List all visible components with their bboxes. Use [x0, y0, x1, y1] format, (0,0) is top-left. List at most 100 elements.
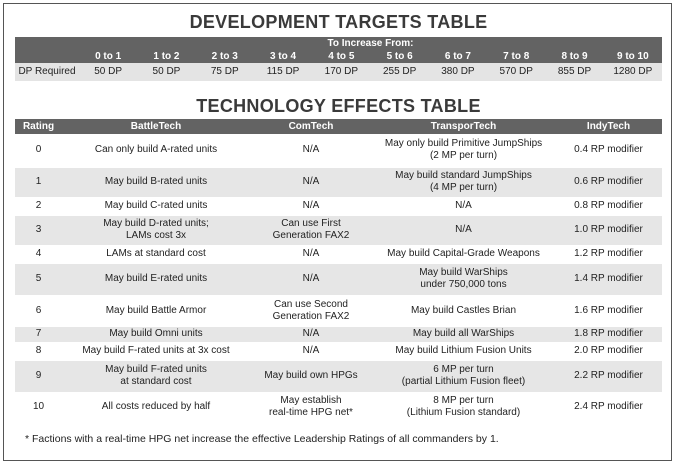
tech-cell: 4	[15, 245, 62, 264]
tech-cell: 2.4 RP modifier	[555, 392, 662, 423]
tech-row: 3 May build D-rated units; LAMs cost 3x Ca…	[15, 215, 662, 246]
dev-column: 3 to 4	[253, 50, 313, 63]
tech-cell: May build B-rated units	[62, 167, 250, 198]
tech-cell: 8 MP per turn (Lithium Fusion standard)	[372, 392, 555, 423]
tech-table: Rating BattleTech ComTech TransporTech IndyT…	[15, 119, 662, 423]
tech-cell: May build F-rated units at 3x cost	[62, 342, 250, 361]
tech-cell: May build Battle Armor	[62, 295, 250, 327]
tech-row: 9 May build F-rated units at standard cos…	[15, 360, 662, 393]
tech-cell: 0.4 RP modifier	[555, 134, 662, 168]
dev-cell: 570 DP	[487, 63, 546, 81]
dev-cell: 75 DP	[195, 63, 254, 81]
tech-cell: N/A	[372, 197, 555, 216]
tech-column: ComTech	[250, 119, 372, 134]
tech-cell: May establish real-time HPG net*	[250, 392, 372, 423]
tech-cell: 9	[15, 360, 62, 393]
tech-header: Rating BattleTech ComTech TransporTech IndyT…	[15, 119, 662, 134]
tech-cell: N/A	[250, 134, 372, 168]
dev-corner	[15, 50, 79, 63]
tech-cell: 0.8 RP modifier	[555, 197, 662, 216]
dev-cell: 255 DP	[370, 63, 429, 81]
tech-row: 2 May build C-rated units N/A N/A 0.8 RP mod…	[15, 197, 662, 216]
tech-cell: N/A	[250, 167, 372, 198]
tech-cell: N/A	[250, 263, 372, 296]
tech-cell: 3	[15, 215, 62, 246]
tech-cell: 1.2 RP modifier	[555, 245, 662, 264]
dev-cell: 170 DP	[312, 63, 371, 81]
tech-cell: LAMs at standard cost	[62, 245, 250, 264]
tech-row: 1 May build B-rated units N/A May build sta…	[15, 167, 662, 198]
page-frame	[3, 3, 672, 461]
tech-cell: 1	[15, 167, 62, 198]
dev-cell: 50 DP	[137, 63, 196, 81]
dev-cell: 115 DP	[253, 63, 313, 81]
dev-column: 4 to 5	[312, 50, 371, 63]
dev-cell: 855 DP	[545, 63, 604, 81]
tech-cell: N/A	[250, 326, 372, 343]
tech-cell: 0.6 RP modifier	[555, 167, 662, 198]
tech-column: Rating	[15, 119, 62, 134]
tech-cell: May build WarShips under 750,000 tons	[372, 263, 555, 296]
dev-cell: 380 DP	[428, 63, 488, 81]
dev-header: To Increase From:	[79, 37, 662, 50]
tech-cell: 2.0 RP modifier	[555, 342, 662, 361]
dev-title: DEVELOPMENT TARGETS TABLE	[189, 12, 488, 32]
dev-column: 8 to 9	[545, 50, 604, 63]
tech-cell: N/A	[250, 342, 372, 361]
tech-cell: May build D-rated units; LAMs cost 3x	[62, 215, 250, 246]
dev-row-label: DP Required	[15, 63, 79, 81]
tech-cell: May build C-rated units	[62, 197, 250, 216]
tech-cell: 6	[15, 295, 62, 327]
tech-cell: May build E-rated units	[62, 263, 250, 296]
tech-cell: 1.6 RP modifier	[555, 295, 662, 327]
tech-cell: N/A	[372, 215, 555, 246]
dev-row: DP Required 50 DP 50 DP 75 DP 115 DP 170 DP 25…	[15, 63, 662, 81]
tech-cell: May build Castles Brian	[372, 295, 555, 327]
tech-cell: 2	[15, 197, 62, 216]
dev-column: 7 to 8	[487, 50, 546, 63]
tech-cell: May build standard JumpShips (4 MP per t…	[372, 167, 555, 198]
tech-cell: 0	[15, 134, 62, 168]
dev-cell: 50 DP	[79, 63, 138, 81]
tech-column: BattleTech	[62, 119, 250, 134]
tech-cell: 1.8 RP modifier	[555, 326, 662, 343]
dev-column: 1 to 2	[137, 50, 196, 63]
tech-cell: 5	[15, 263, 62, 296]
tech-row: 6 May build Battle Armor Can use Second Ge…	[15, 295, 662, 327]
tech-cell: N/A	[250, 245, 372, 264]
dev-column: 5 to 6	[370, 50, 429, 63]
tech-row: 0 Can only build A-rated units N/A May only…	[15, 134, 662, 168]
dev-column: 2 to 3	[195, 50, 254, 63]
tech-cell: 1.0 RP modifier	[555, 215, 662, 246]
dev-cell: 1280 DP	[603, 63, 662, 81]
tech-cell: May build Capital-Grade Weapons	[372, 245, 555, 264]
tech-cell: All costs reduced by half	[62, 392, 250, 423]
tech-cell: N/A	[250, 197, 372, 216]
tech-title: TECHNOLOGY EFFECTS TABLE	[196, 96, 481, 116]
tech-cell: 10	[15, 392, 62, 423]
tech-row: 7 May build Omni units N/A May build all Wa…	[15, 326, 662, 343]
tech-column: TransporTech	[372, 119, 555, 134]
tech-cell: Can use Second Generation FAX2	[250, 295, 372, 327]
tech-cell: May build Omni units	[62, 326, 250, 343]
dev-corner	[15, 37, 79, 50]
tech-cell: 7	[15, 326, 62, 343]
tech-cell: Can only build A-rated units	[62, 134, 250, 168]
tech-cell: May only build Primitive JumpShips (2 MP…	[372, 134, 555, 168]
tech-cell: 6 MP per turn (partial Lithium Fusion fl…	[372, 360, 555, 393]
tech-cell: 8	[15, 342, 62, 361]
dev-column: 0 to 1	[79, 50, 138, 63]
tech-cell: 1.4 RP modifier	[555, 263, 662, 296]
tech-row: 5 May build E-rated units N/A May build War…	[15, 263, 662, 296]
tech-row: 4 LAMs at standard cost N/A May build Capit…	[15, 245, 662, 264]
tech-column: IndyTech	[555, 119, 662, 134]
tech-cell: 2.2 RP modifier	[555, 360, 662, 393]
tech-cell: May build own HPGs	[250, 360, 372, 393]
tech-row: 10 All costs reduced by half May establish…	[15, 392, 662, 423]
tech-cell: Can use First Generation FAX2	[250, 215, 372, 246]
footnote: * Factions with a real-time HPG net incr…	[25, 433, 499, 445]
tech-cell: May build F-rated units at standard cost	[62, 360, 250, 393]
dev-column: 9 to 10	[603, 50, 662, 63]
tech-cell: May build all WarShips	[372, 326, 555, 343]
